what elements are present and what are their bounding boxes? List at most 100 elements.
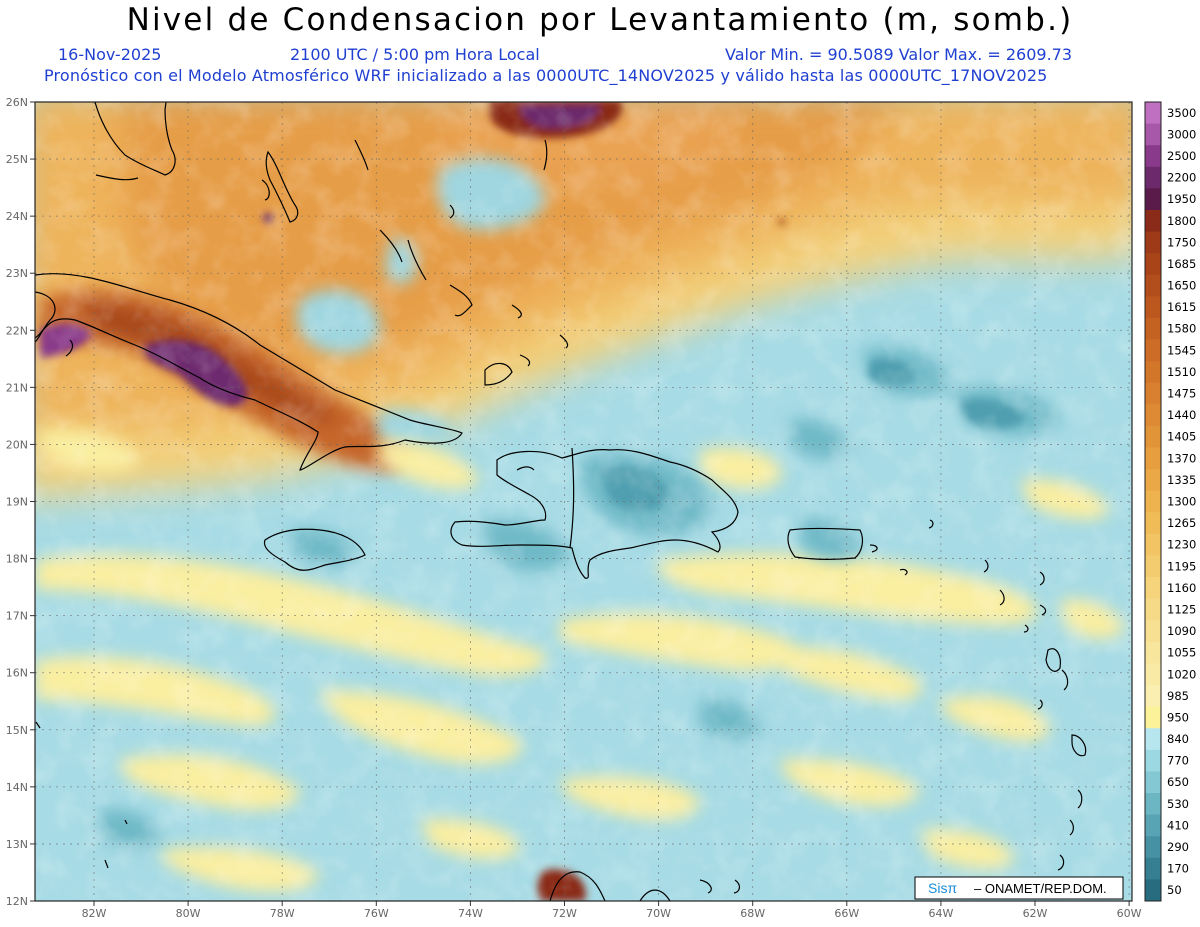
lat-label: 14N [6,781,28,794]
sispi-logo: Sisπ [928,880,957,896]
credit-text: – ONAMET/REP.DOM. [974,881,1107,896]
colorbar-swatch [1145,274,1161,297]
colorbar-swatch [1145,296,1161,319]
colorbar-label: 1440 [1167,408,1196,422]
lat-label: 19N [6,496,28,509]
coast-south-america [549,871,606,901]
colorbar-swatch [1145,490,1161,513]
colorbar-label: 1160 [1167,581,1196,595]
lat-label: 22N [6,324,28,337]
colorbar-swatch [1145,749,1161,772]
colorbar-swatch [1145,793,1161,816]
colorbar-swatch [1145,209,1161,233]
colorbar-label: 950 [1167,710,1189,724]
min-max-values: Valor Min. = 90.5089 Valor Max. = 2609.7… [725,45,1073,64]
colorbar-label: 2200 [1167,171,1196,185]
colorbar-swatch [1145,620,1161,643]
coast-bahamas [261,139,569,386]
colorbar-label: 1800 [1167,214,1196,228]
colorbar-label: 1510 [1167,365,1196,379]
colorbar-swatch [1145,317,1161,341]
colorbar-label: 840 [1167,732,1189,746]
colorbar-swatch [1145,706,1161,729]
colorbar-swatch [1145,555,1161,578]
colorbar-label: 170 [1167,862,1189,876]
longitude-labels: 82W 80W 78W 76W 74W 72W 70W 68W 66W 64W 62W 60W [82,901,1142,920]
lat-label: 15N [6,724,28,737]
lon-label: 78W [270,907,295,920]
colorbar-frame [1144,101,1162,902]
lat-label: 25N [6,153,28,166]
colorbar-label: 1335 [1167,473,1196,487]
lcl-shaded-field [35,102,1132,901]
colorbar-swatch [1145,533,1161,556]
colorbar-swatch [1145,512,1161,535]
colorbar-label: 1265 [1167,516,1196,530]
colorbar-label: 1370 [1167,451,1196,465]
lat-label: 17N [6,610,28,623]
colorbar-swatch [1145,382,1161,405]
colorbar-swatch [1145,685,1161,708]
colorbar-label: 1475 [1167,387,1196,401]
colorbar-swatch [1145,879,1161,902]
colorbar-label: 650 [1167,775,1189,789]
map-title: Nivel de Condensacion por Levantamiento … [126,2,1074,38]
colorbar-label: 1195 [1167,559,1196,573]
colorbar-swatch [1145,404,1161,427]
lon-label: 68W [740,907,765,920]
lat-lon-grid [35,102,1132,901]
colorbar-label: 1750 [1167,235,1196,249]
colorbar-swatch [1145,857,1161,880]
colorbar-label: 410 [1167,818,1189,832]
colorbar-label: 3500 [1167,106,1196,120]
lat-label: 21N [6,381,28,394]
lon-label: 72W [552,907,577,920]
colorbar-label: 1580 [1167,322,1196,336]
colorbar-swatch [1145,123,1161,146]
colorbar-label: 1300 [1167,495,1196,509]
lon-label: 60W [1117,907,1142,920]
coast-jamaica [263,528,366,571]
colorbar-swatch [1145,339,1161,362]
lon-label: 80W [176,907,201,920]
lon-label: 76W [364,907,389,920]
colorbar-label: 3000 [1167,127,1196,141]
lat-label: 24N [6,210,28,223]
colorbar-swatch [1145,663,1161,686]
colorbar-label: 985 [1167,689,1189,703]
colorbar-swatch [1145,469,1161,492]
lat-label: 13N [6,838,28,851]
colorbar: 3500 3000 2500 2200 1950 1800 1750 1685 1650 1615… [1144,101,1196,902]
colorbar-swatch [1145,231,1161,254]
forecast-time: 2100 UTC / 5:00 pm Hora Local [290,45,540,64]
credit-box: Sisπ – ONAMET/REP.DOM. [914,876,1124,900]
coast-cuba [35,273,463,471]
colorbar-label: 1125 [1167,602,1196,616]
colorbar-label: 50 [1167,883,1182,897]
colorbar-swatch [1145,836,1161,859]
colorbar-label: 1950 [1167,192,1196,206]
lat-label: 18N [6,553,28,566]
lon-label: 82W [82,907,107,920]
colorbar-label: 1615 [1167,300,1196,314]
colorbar-label: 770 [1167,754,1189,768]
colorbar-swatch [1145,361,1161,384]
lat-label: 20N [6,438,28,451]
colorbar-swatch [1145,771,1161,794]
colorbar-label: 1090 [1167,624,1196,638]
colorbar-swatch [1145,814,1161,837]
colorbar-swatch [1145,598,1161,621]
coast-puerto-rico [787,527,864,560]
colorbar-swatch [1145,102,1161,125]
forecast-date: 16-Nov-2025 [58,45,162,64]
colorbar-swatch [1145,577,1161,600]
colorbar-label: 530 [1167,797,1189,811]
colorbar-label: 290 [1167,840,1189,854]
colorbar-swatch [1145,447,1161,470]
lon-label: 66W [834,907,859,920]
lon-label: 74W [458,907,483,920]
latitude-labels: 26N 25N 24N 23N 22N 21N 20N 19N 18N 17N 16N 15N 14N 1… [6,96,35,908]
coastlines [35,102,1087,901]
colorbar-swatch [1145,188,1161,211]
